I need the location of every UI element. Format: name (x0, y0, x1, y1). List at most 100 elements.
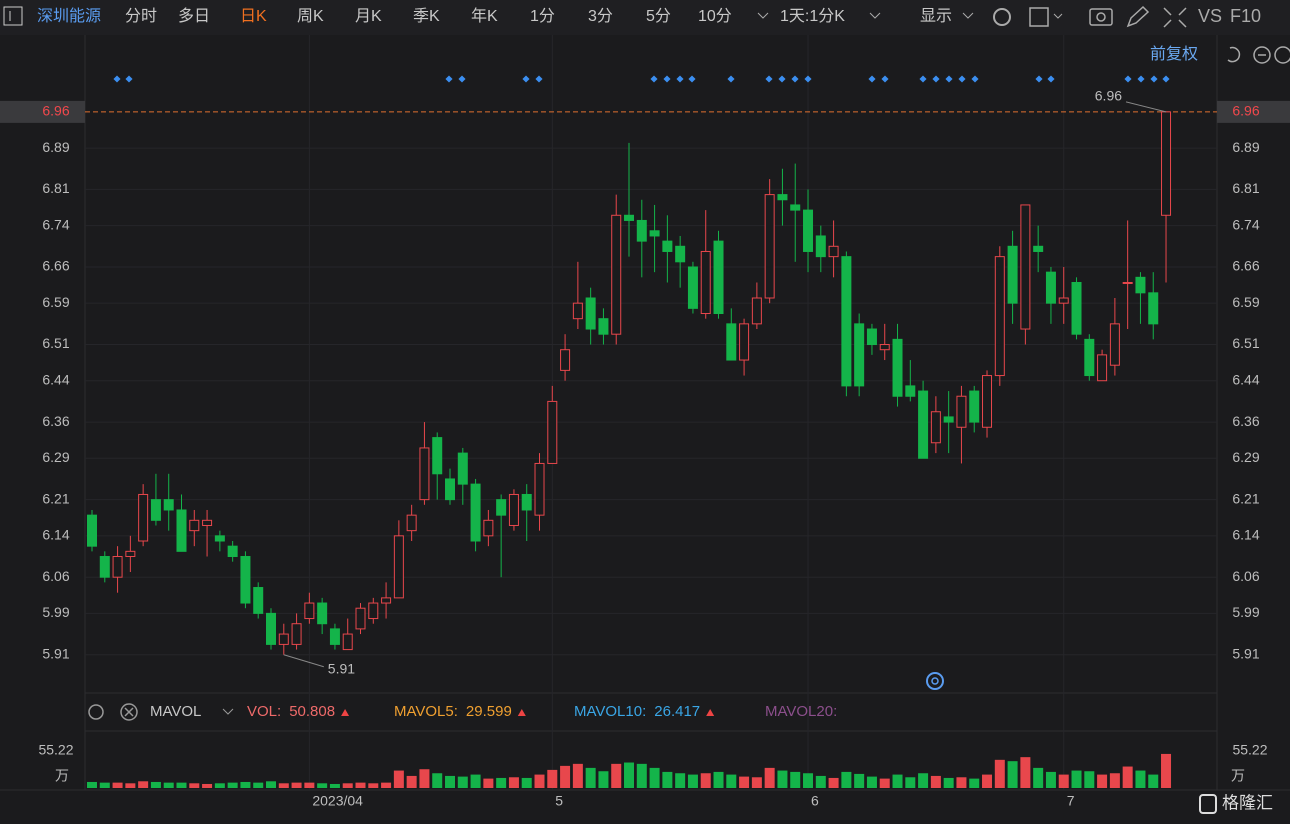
y-tick-label-right: 6.74 (1232, 216, 1259, 232)
trend-arrow (341, 709, 350, 716)
candle-body (854, 323, 865, 387)
candle-body (163, 499, 174, 511)
candle-body (291, 623, 302, 645)
volume-unit-right: 万 (1231, 768, 1245, 784)
candle-body (943, 416, 954, 423)
volume-bar (815, 775, 826, 788)
candle-body (1020, 204, 1031, 330)
tab[interactable]: 日K (240, 8, 267, 25)
volume-bar (687, 774, 698, 788)
volume-bar (803, 773, 814, 788)
tab[interactable]: 1分 (530, 7, 555, 25)
adjust[interactable]: 前复权 (1150, 45, 1198, 63)
volume-bar (1084, 771, 1095, 788)
zoom-in[interactable] (1274, 46, 1290, 64)
event-marker (971, 75, 979, 83)
indicator-close[interactable] (120, 703, 138, 721)
event-marker (663, 75, 671, 83)
tab[interactable]: 年K (471, 7, 498, 25)
period[interactable]: 1天:1分K (780, 7, 845, 25)
event-marker (445, 75, 453, 83)
tab[interactable]: 分时 (125, 7, 157, 25)
chevron (1053, 13, 1063, 19)
settings-icon[interactable] (993, 8, 1011, 26)
y-tick-label-right: 6.66 (1232, 258, 1259, 274)
reset-icon[interactable] (1227, 46, 1241, 63)
tab[interactable]: 5分 (646, 7, 671, 25)
chevron (757, 12, 769, 19)
volume-bar (982, 774, 993, 788)
tab[interactable]: 多日 (178, 7, 210, 25)
at-icon[interactable] (926, 672, 944, 690)
volume-bar (1148, 774, 1159, 788)
volume-bar (189, 783, 200, 788)
chevron (962, 12, 974, 19)
min-pointer (283, 654, 324, 668)
y-tick-label: 6.74 (42, 216, 69, 232)
y-tick-label: 5.99 (42, 604, 69, 620)
toolbar (0, 0, 1290, 35)
y-tick-label-right: 5.91 (1232, 645, 1259, 661)
tab[interactable]: 周K (297, 8, 324, 25)
volume-bar (87, 781, 97, 788)
y-tick-label-right: 6.44 (1232, 371, 1259, 387)
candle-body (1071, 281, 1082, 335)
volume-bar (892, 774, 903, 788)
box-icon[interactable] (1029, 7, 1049, 27)
volume-bar (1161, 753, 1172, 788)
volume-bar (150, 781, 161, 788)
camera-icon[interactable] (1089, 8, 1113, 26)
volume-bar (445, 775, 456, 788)
tab[interactable]: 10分 (698, 7, 732, 25)
candle-body (342, 633, 353, 651)
candle-body (585, 297, 596, 330)
tab[interactable]: 月K (355, 8, 382, 25)
volume-bar (994, 759, 1005, 788)
volume-bar (828, 777, 839, 788)
x-tick-label: 7 (1067, 793, 1075, 809)
volume-bar (918, 773, 929, 788)
vs[interactable]: VS (1198, 6, 1222, 26)
pen-icon[interactable] (1126, 5, 1150, 28)
candle-body (777, 194, 788, 201)
volume-bar (278, 783, 289, 788)
candle-body (624, 214, 635, 221)
candle-body (202, 519, 213, 526)
y-tick-label: 6.29 (42, 449, 69, 465)
volume-bar (547, 769, 558, 788)
chevron (869, 12, 881, 19)
volume-bar (496, 777, 507, 788)
event-marker (522, 75, 530, 83)
candle-body (611, 214, 622, 335)
event-marker (458, 75, 466, 83)
display[interactable]: 显示 (920, 8, 952, 25)
zoom-out[interactable] (1253, 46, 1271, 64)
candle-body (713, 240, 724, 315)
indicator-name[interactable]: MAVOL (150, 703, 201, 720)
volume-bar (483, 778, 494, 788)
volume-bar (662, 771, 673, 788)
y-tick-label-right: 6.81 (1232, 180, 1259, 196)
candle-body (1084, 338, 1095, 377)
tab[interactable]: 季K (413, 7, 440, 25)
volume-bar (649, 767, 660, 788)
f10[interactable]: F10 (1230, 6, 1261, 26)
candle-body (483, 519, 494, 537)
candle-body (445, 478, 456, 501)
candle-body (739, 323, 750, 361)
fullscreen-icon[interactable] (1163, 7, 1187, 28)
tab[interactable]: 3分 (588, 7, 613, 25)
y-tick-label: 6.89 (42, 139, 69, 155)
candle-body (866, 328, 877, 346)
candle-body (419, 447, 430, 501)
volume-bar (713, 771, 724, 788)
candle-body (1058, 297, 1069, 304)
volume-bar (905, 777, 916, 788)
volume-bar (393, 770, 404, 788)
stock-name[interactable]: 深圳能源 (37, 7, 101, 25)
candle-body (598, 318, 609, 335)
volume-bar (266, 781, 277, 788)
menu-icon[interactable] (3, 6, 23, 26)
indicator-settings[interactable] (88, 704, 104, 720)
